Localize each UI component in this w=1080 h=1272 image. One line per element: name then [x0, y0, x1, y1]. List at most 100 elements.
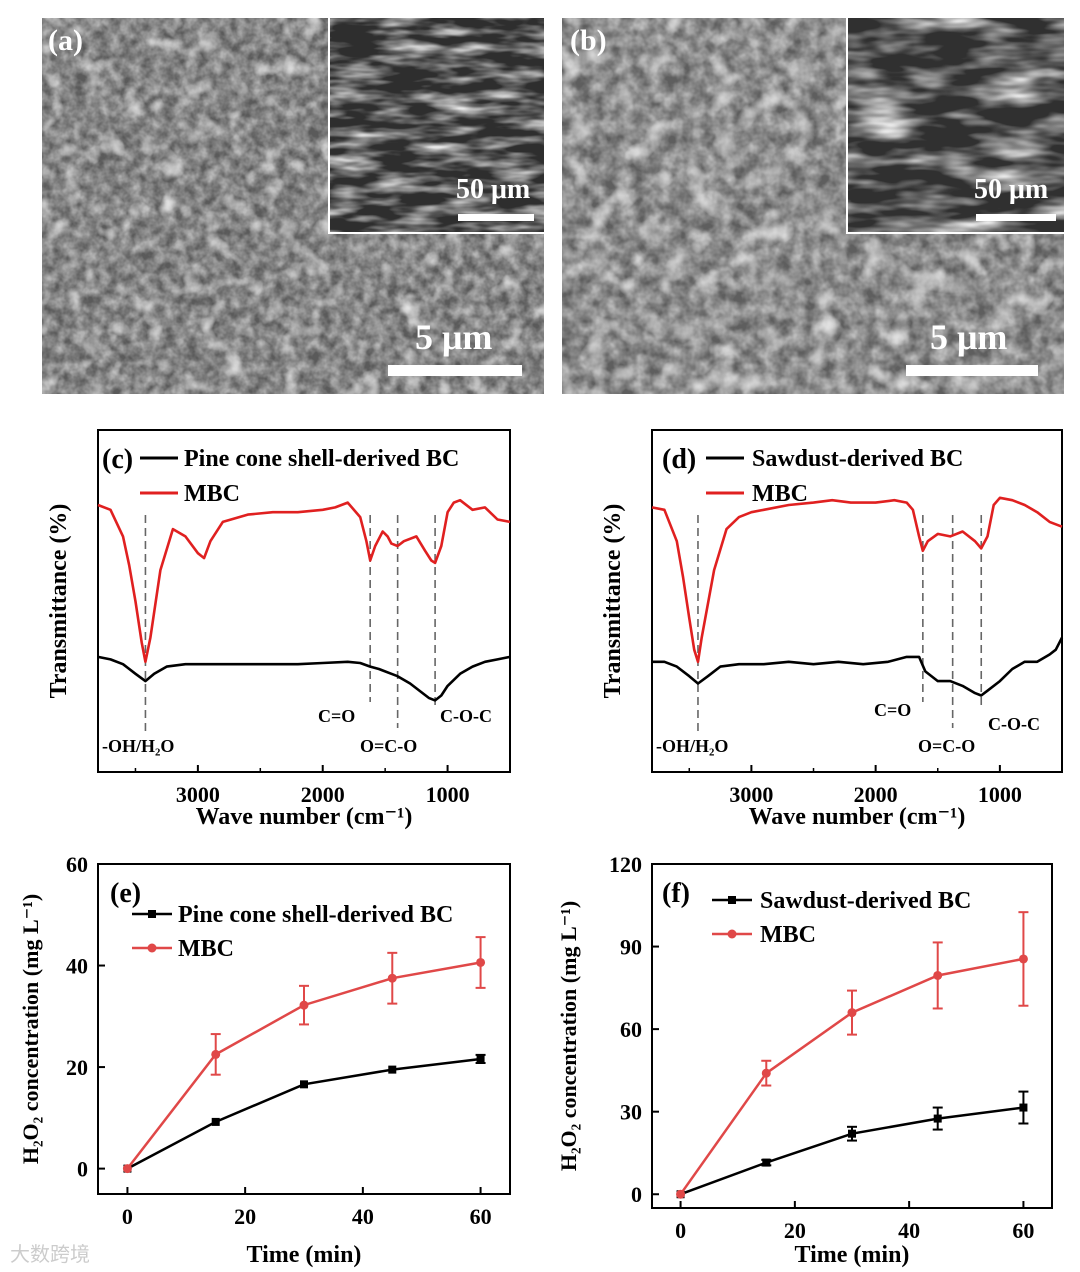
inset-scale-bar-b: [976, 214, 1056, 221]
data-point-bc: [211, 1117, 220, 1126]
legend-text-mbc-d: MBC: [752, 481, 808, 507]
chart-marks-f: 0 20 40 60 0 30 60 90 120: [609, 852, 1034, 1243]
y-tick-label: 60: [620, 1017, 642, 1042]
chart-marks-c: 3000 2000 1000: [97, 498, 511, 807]
data-point-bc: [1019, 1103, 1028, 1112]
x-tick-label: 60: [1012, 1218, 1034, 1243]
inset-scale-label-a: 50 μm: [456, 174, 531, 205]
x-tick-label: 0: [122, 1204, 133, 1229]
inset-scale-bar-a: [458, 214, 534, 221]
annotation-co-c: C=O: [318, 706, 355, 726]
legend-text-bc-d: Sawdust-derived BC: [752, 446, 963, 472]
plot-frame-c: [97, 429, 511, 773]
data-point-mbc: [761, 1068, 771, 1078]
x-tick-label: 20: [784, 1218, 806, 1243]
legend-c: Pine cone shell-derived BC MBC: [140, 446, 459, 507]
sem-inset-texture-b: [848, 18, 1064, 232]
series-line-bc: [97, 655, 511, 702]
panel-label-c: (c): [102, 444, 133, 475]
x-tick-label: 3000: [176, 782, 220, 807]
scale-bar-b: [906, 365, 1038, 376]
scale-bar-a: [388, 365, 522, 376]
data-point-bc: [476, 1054, 485, 1063]
x-tick-label: 60: [470, 1204, 492, 1229]
x-axis-label-d: Wave number (cm⁻¹): [749, 804, 966, 830]
data-point-bc: [848, 1129, 856, 1138]
legend-text-mbc-e: MBC: [178, 936, 234, 962]
legend-e: Pine cone shell-derived BC MBC: [132, 902, 453, 962]
panel-label-d: (d): [662, 444, 696, 475]
annotation-oco-c: O=C-O: [360, 736, 417, 756]
data-point-bc: [762, 1158, 771, 1167]
data-point-bc: [933, 1114, 942, 1123]
plot-frame-d: [651, 429, 1063, 773]
legend-marker-bc-f: [728, 896, 736, 904]
plot-frame-f: [651, 863, 1053, 1209]
series-line-mbc: [97, 498, 511, 664]
inset-scale-label-b: 50 μm: [974, 174, 1049, 205]
data-point-mbc: [933, 970, 943, 980]
y-tick-label: 0: [77, 1157, 88, 1182]
annotation-oco-d: O=C-O: [918, 736, 975, 756]
data-point-mbc: [847, 1008, 857, 1018]
chart-marks-d: 3000 2000 1000: [651, 496, 1064, 807]
data-point-mbc: [299, 1000, 309, 1010]
x-tick-label: 1000: [426, 782, 470, 807]
annotation-oh-c: -OH/H₂O: [102, 736, 174, 756]
y-tick-label: 30: [620, 1100, 642, 1125]
legend-marker-mbc-f: [727, 929, 737, 939]
y-axis-label-f: H₂O₂ concentration (mg L⁻¹): [556, 901, 581, 1171]
y-axis-label-e: H₂O₂ concentration (mg L⁻¹): [18, 894, 43, 1164]
annotation-co-d: C=O: [874, 700, 911, 720]
data-point-mbc: [211, 1049, 221, 1059]
x-tick-label: 40: [352, 1204, 374, 1229]
watermark-text: 大数跨境: [10, 1242, 90, 1266]
x-axis-label-f: Time (min): [795, 1242, 910, 1268]
annotation-coc-d: C-O-C: [988, 714, 1040, 734]
sem-inset-b: 50 μm: [846, 18, 1064, 234]
sem-inset-texture-a: [330, 18, 544, 232]
y-tick-label: 40: [66, 954, 88, 979]
series-line-bc: [126, 1057, 481, 1170]
series-line-bc: [652, 637, 1064, 697]
data-point-mbc: [387, 973, 397, 983]
ftir-chart-d: 3000 2000 1000 (d) Sawdust-derived BC MBC …: [600, 429, 1064, 830]
scale-label-a: 5 μm: [415, 317, 493, 357]
y-axis-label-c: Transmittance (%): [46, 504, 72, 699]
kinetics-chart-f: 0 20 40 60 0 30 60 90 120 (f) Sawdust-derived BC…: [556, 852, 1053, 1268]
legend-marker-mbc-e: [147, 943, 157, 953]
sem-image-a: 50 μm (a) 5 μm: [42, 18, 544, 394]
x-tick-label: 20: [234, 1204, 256, 1229]
legend-text-mbc-f: MBC: [760, 922, 816, 948]
chart-marks-e: 0 20 40 60 0 20 40 60: [66, 852, 492, 1229]
legend-d: Sawdust-derived BC MBC: [706, 446, 963, 507]
y-tick-label: 60: [66, 852, 88, 877]
plot-frame-e: [97, 863, 511, 1195]
kinetics-chart-e: 0 20 40 60 0 20 40 60 (e) Pine cone shell-deriv…: [18, 852, 511, 1268]
scale-label-b: 5 μm: [930, 317, 1008, 357]
legend-text-bc-c: Pine cone shell-derived BC: [184, 446, 459, 472]
legend-f: Sawdust-derived BC MBC: [712, 888, 971, 948]
data-point-mbc: [122, 1164, 132, 1174]
x-tick-label: 40: [898, 1218, 920, 1243]
x-axis-label-c: Wave number (cm⁻¹): [196, 804, 413, 830]
x-tick-label: 3000: [729, 782, 773, 807]
legend-text-mbc-c: MBC: [184, 481, 240, 507]
panel-label-f: (f): [662, 878, 690, 909]
y-tick-label: 20: [66, 1055, 88, 1080]
x-tick-label: 0: [675, 1218, 686, 1243]
y-axis-label-d: Transmittance (%): [600, 504, 626, 699]
panel-label-e: (e): [110, 878, 141, 909]
annotation-coc-c: C-O-C: [440, 706, 492, 726]
data-point-mbc: [1018, 954, 1028, 964]
ftir-chart-c: 3000 2000 1000 (c) Pine cone shell-derived…: [46, 429, 511, 830]
sem-inset-a: 50 μm: [328, 18, 544, 234]
x-axis-label-e: Time (min): [247, 1242, 362, 1268]
legend-text-bc-e: Pine cone shell-derived BC: [178, 902, 453, 928]
panel-label-a: (a): [48, 24, 83, 57]
y-tick-label: 120: [609, 852, 642, 877]
series-line-mbc: [651, 496, 1063, 664]
legend-text-bc-f: Sawdust-derived BC: [760, 888, 971, 914]
x-tick-label: 2000: [854, 782, 898, 807]
data-point-bc: [300, 1080, 308, 1089]
